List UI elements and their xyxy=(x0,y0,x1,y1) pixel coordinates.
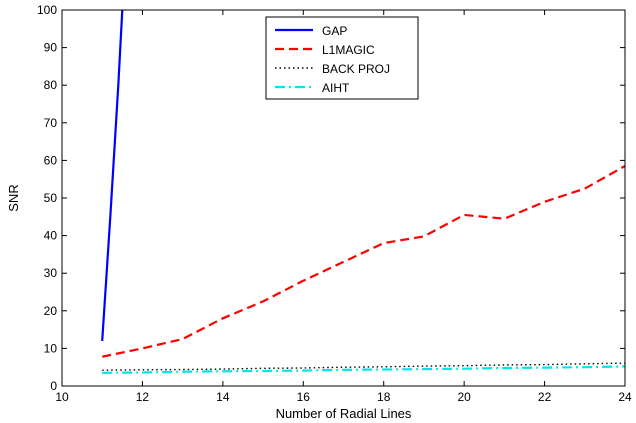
series-line-gap xyxy=(101,10,124,341)
x-tick-label: 24 xyxy=(618,390,632,404)
legend-label-gap: GAP xyxy=(322,24,347,38)
legend: GAP L1MAGIC BACK PROJ AIHT xyxy=(265,16,419,100)
x-tick-label: 18 xyxy=(377,390,391,404)
y-tick-label: 30 xyxy=(44,266,58,280)
y-tick-label: 40 xyxy=(44,229,58,243)
x-tick-label: 20 xyxy=(457,390,471,404)
legend-label-aiht: AIHT xyxy=(322,81,350,95)
x-tick-label: 14 xyxy=(216,390,230,404)
series-line-back-proj xyxy=(102,362,625,371)
series-line-l1magic xyxy=(101,165,625,358)
legend-label-back-proj: BACK PROJ xyxy=(322,62,390,76)
x-tick-label: 16 xyxy=(297,390,311,404)
x-tick-label: 22 xyxy=(538,390,552,404)
y-tick-label: 50 xyxy=(44,191,58,205)
y-tick-label: 100 xyxy=(37,3,57,17)
series-line-aiht xyxy=(102,365,625,374)
legend-label-l1magic: L1MAGIC xyxy=(322,43,375,57)
y-tick-label: 60 xyxy=(44,153,58,167)
y-tick-label: 70 xyxy=(44,116,58,130)
y-axis-label: SNR xyxy=(6,184,21,211)
x-tick-label: 10 xyxy=(55,390,69,404)
y-tick-label: 90 xyxy=(44,41,58,55)
y-tick-label: 10 xyxy=(44,341,58,355)
y-tick-label: 0 xyxy=(50,379,57,393)
x-tick-label: 12 xyxy=(136,390,150,404)
y-tick-label: 80 xyxy=(44,78,58,92)
x-axis-label: Number of Radial Lines xyxy=(276,406,412,421)
series-layer xyxy=(101,10,625,374)
y-tick-label: 20 xyxy=(44,304,58,318)
